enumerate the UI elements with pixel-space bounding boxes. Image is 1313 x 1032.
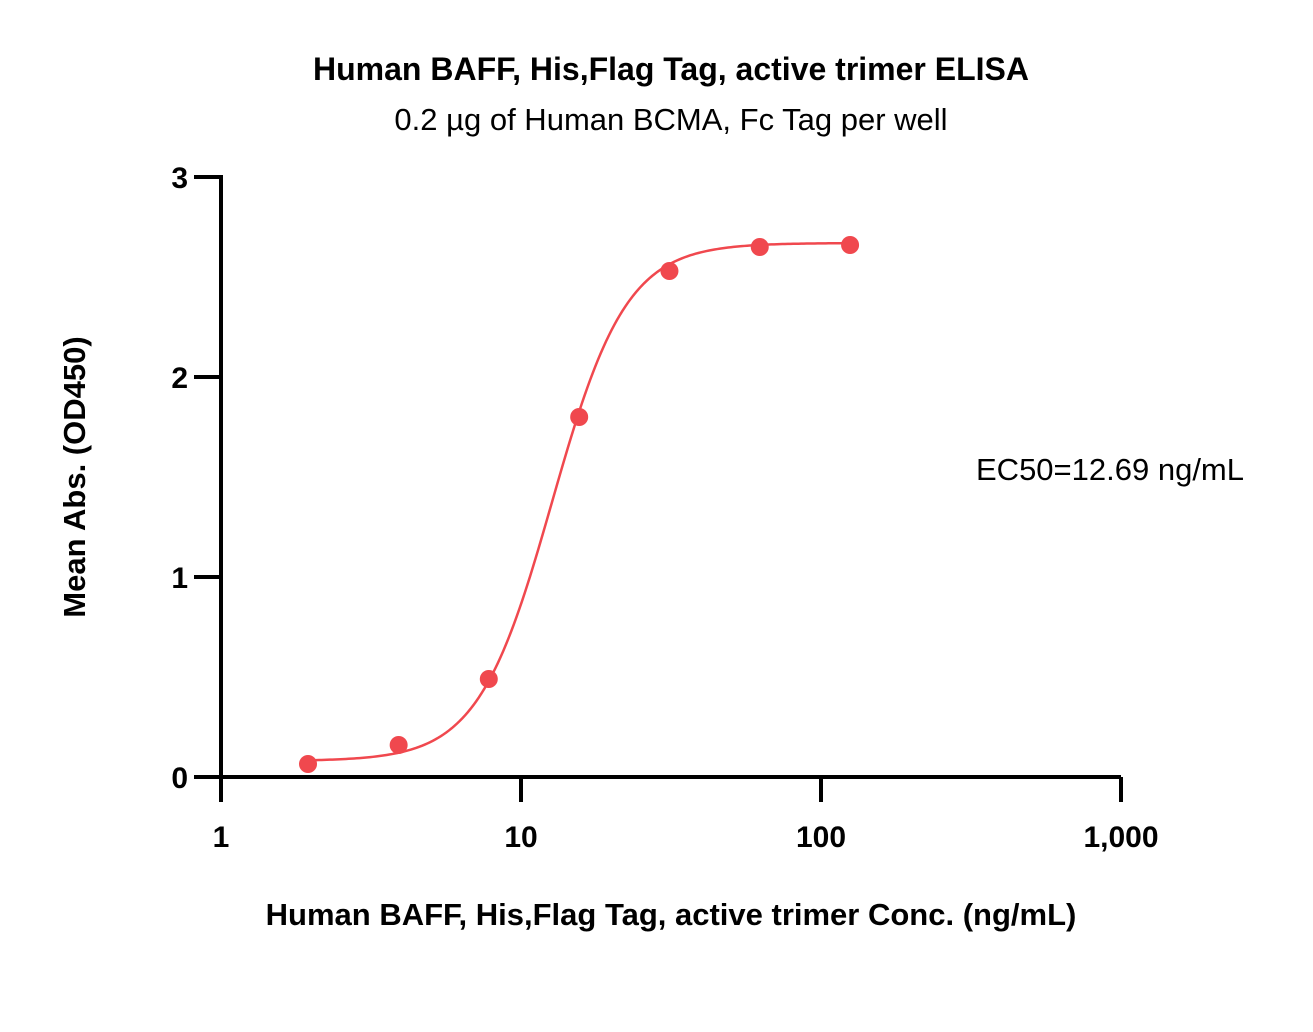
ec50-annotation: EC50=12.69 ng/mL: [976, 452, 1244, 487]
data-point: [299, 755, 318, 773]
y-ticks: 0 1 2 3: [171, 162, 221, 795]
y-tick-label: 2: [171, 362, 188, 395]
data-point: [479, 670, 498, 688]
x-tick-label: 100: [796, 821, 846, 854]
chart-title: Human BAFF, His,Flag Tag, active trimer …: [313, 51, 1029, 87]
data-point: [750, 238, 769, 256]
x-ticks: 1 10 100 1,000: [213, 777, 1159, 854]
fit-curve: [307, 241, 851, 762]
x-axis-label: Human BAFF, His,Flag Tag, active trimer …: [266, 897, 1077, 932]
y-axis-label: Mean Abs. (OD450): [57, 336, 92, 617]
y-tick-label: 3: [171, 162, 188, 195]
data-point: [841, 236, 860, 254]
y-tick-label: 0: [171, 762, 188, 795]
y-axis: 0 1 2 3: [171, 162, 223, 795]
data-point: [389, 736, 408, 754]
x-tick-label: 1: [213, 821, 230, 854]
chart-subtitle: 0.2 µg of Human BCMA, Fc Tag per well: [394, 102, 947, 137]
data-point: [570, 408, 589, 426]
data-point: [660, 262, 679, 280]
x-axis: 1 10 100 1,000: [213, 775, 1159, 854]
data-points: [299, 236, 860, 773]
x-tick-label: 10: [504, 821, 537, 854]
x-tick-label: 1,000: [1083, 821, 1158, 854]
y-tick-label: 1: [171, 562, 188, 595]
